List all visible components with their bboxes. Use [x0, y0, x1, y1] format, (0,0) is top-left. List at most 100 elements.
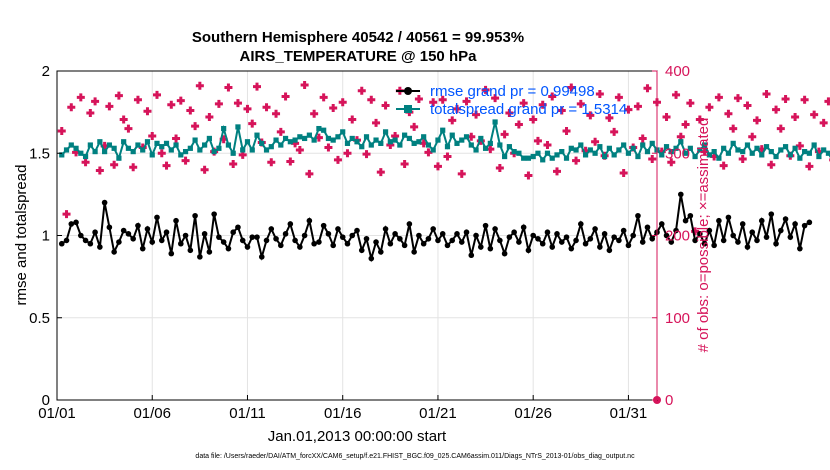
obs-point [110, 160, 119, 169]
totalspread-point [435, 137, 441, 143]
obs-point [95, 166, 104, 175]
rmse-point [306, 217, 313, 224]
rmse-point [292, 237, 298, 244]
totalspread-point [625, 150, 632, 156]
totalspread-point [259, 140, 265, 146]
totalspread-point [63, 147, 70, 153]
obs-point [381, 101, 390, 110]
totalspread-point [187, 145, 193, 151]
rmse-point [330, 242, 336, 249]
obs-point [248, 119, 257, 128]
obs-point [753, 116, 761, 125]
obs-point [62, 210, 71, 219]
totalspread-point [225, 142, 232, 148]
obs-point [81, 158, 90, 167]
obs-point [557, 106, 566, 115]
totalspread-point [302, 135, 308, 142]
totalspread-point [154, 140, 160, 146]
rmse-point [358, 247, 365, 254]
rmse-point [701, 240, 708, 247]
totalspread-point [202, 142, 208, 148]
totalspread-point [616, 147, 622, 153]
totalspread-point [640, 142, 646, 148]
totalspread-point [97, 139, 103, 145]
obs-point [633, 102, 642, 111]
obs-point [133, 95, 142, 104]
obs-point [348, 115, 357, 124]
totalspread-point [597, 144, 603, 150]
obs-point [472, 110, 481, 119]
totalspread-point [449, 132, 455, 138]
rmse-point [416, 232, 422, 239]
rmse-point [154, 214, 160, 221]
rmse-point [230, 229, 236, 236]
rmse-point [749, 229, 756, 236]
totalspread-point [168, 147, 174, 153]
rmse-point [158, 237, 165, 244]
totalspread-point [606, 145, 612, 151]
rmse-point [697, 231, 703, 237]
y-tick-label-right: 400 [665, 63, 690, 80]
rmse-point [349, 232, 356, 239]
rmse-point [687, 212, 694, 219]
totalspread-point [678, 139, 684, 145]
obs-point [333, 155, 342, 164]
rmse-point [582, 240, 589, 247]
rmse-point [682, 217, 689, 224]
y-tick-label-right: 0 [665, 392, 673, 409]
rmse-point [611, 234, 617, 240]
totalspread-point [263, 147, 270, 153]
chart-subtitle: AIRS_TEMPERATURE @ 150 hPa [240, 48, 478, 65]
obs-point [643, 84, 652, 93]
rmse-point [478, 244, 484, 250]
obs-point [329, 104, 338, 113]
obs-point [319, 93, 328, 102]
rmse-point [401, 242, 408, 249]
rmse-point [187, 247, 194, 254]
rmse-point [473, 232, 479, 239]
rmse-point [616, 237, 622, 244]
obs-point [519, 99, 528, 108]
obs-point [286, 157, 295, 166]
obs-point [724, 109, 733, 118]
totalspread-point [430, 147, 436, 153]
totalspread-point [506, 144, 512, 150]
totalspread-point [82, 153, 89, 160]
totalspread-point [749, 150, 755, 156]
legend-label-rmse: rmse grand pr = 0.99498 [430, 83, 595, 100]
totalspread-point [730, 140, 736, 146]
obs-point [733, 94, 742, 103]
totalspread-point [68, 142, 74, 148]
obs-point [253, 82, 261, 91]
rmse-point [73, 219, 79, 226]
rmse-point [425, 235, 432, 242]
obs-point [562, 127, 571, 136]
obs-point [91, 97, 100, 106]
obs-point [567, 83, 576, 92]
totalspread-point [659, 152, 665, 158]
obs-point [638, 134, 647, 143]
x-axis-label: Jan.01,2013 00:00:00 start [268, 428, 447, 445]
totalspread-point [592, 150, 598, 156]
rmse-point [782, 216, 789, 222]
y-axis-label-right: # of obs: o=possible; ×=assimilated [695, 118, 712, 353]
rmse-point [744, 244, 751, 250]
totalspread-point [530, 153, 536, 160]
totalspread-point [416, 139, 422, 145]
rmse-point [778, 227, 784, 234]
totalspread-point [397, 142, 403, 148]
rmse-point [530, 232, 536, 239]
rmse-point [525, 247, 532, 254]
legend-item-rmse: rmse grand pr = 0.99498 [396, 83, 595, 100]
totalspread-point [740, 149, 746, 155]
rmse-point [678, 191, 684, 198]
obs-point [791, 113, 800, 122]
obs-point [481, 85, 490, 94]
totalspread-point [268, 144, 274, 150]
totalspread-point [816, 153, 822, 160]
totalspread-point [587, 147, 593, 153]
totalspread-point [540, 157, 546, 163]
rmse-point [520, 224, 527, 231]
rmse-point [644, 224, 651, 231]
totalspread-point [744, 142, 751, 148]
